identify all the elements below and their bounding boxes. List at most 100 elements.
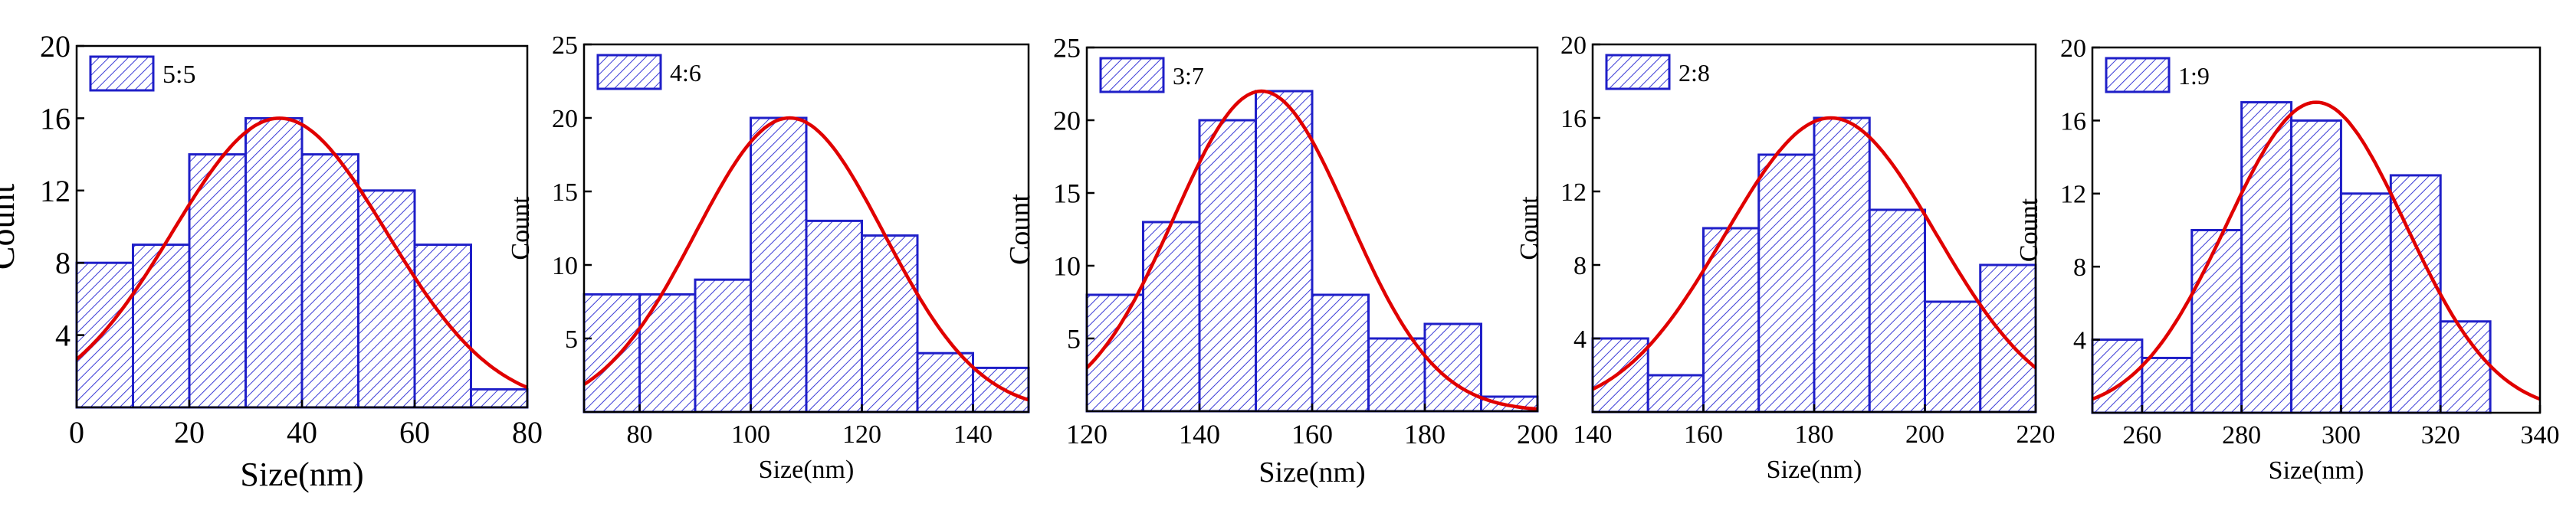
histogram-bar [1591,337,1649,414]
x-axis-label: Size(nm) [2269,456,2364,485]
legend: 2:8 [1605,54,1710,90]
x-tick-label: 180 [1404,419,1446,450]
legend-label: 5:5 [162,60,195,89]
gaussian-fit-curve [1591,116,2037,391]
y-tick-label: 5 [565,325,578,354]
y-tick-label: 15 [1053,178,1081,209]
histogram-bar [2091,338,2144,414]
histogram-panel-2: 80 100 120 140 5 10 15 20 25 Size(nm) Count 4:6 [507,31,1030,484]
y-tick-label: 8 [55,246,71,280]
legend-swatch [89,55,155,92]
plot-frame [582,43,1030,414]
histogram-bar [694,278,752,414]
x-tick-label: 80 [512,415,543,450]
gaussian-fit-curve [582,116,1029,402]
y-tick-label: 15 [552,178,578,207]
histogram-bar [1311,293,1370,413]
histogram-bar [2290,119,2342,414]
legend: 3:7 [1099,57,1204,93]
histogram-bar [861,234,919,414]
x-axis-label: Size(nm) [1258,456,1365,489]
histogram-panel-5: 260 280 300 320 340 4 8 12 16 20 Size(nm) Count 1:9 [2015,34,2559,485]
histogram-bar [805,219,863,414]
y-tick-label: 8 [2073,253,2086,282]
y-tick-label: 12 [2060,181,2086,209]
gaussian-fit-curve [1085,89,1538,411]
histogram-bar [1142,221,1201,413]
histogram-bar [1423,322,1482,413]
y-tick-label: 20 [1053,106,1081,136]
x-tick-label: 300 [2322,421,2361,450]
histogram-bar [413,244,472,409]
histogram-bar [2141,356,2194,414]
x-tick-label: 120 [1066,419,1108,450]
x-tick-label: 220 [2016,420,2056,449]
histogram-bar [132,244,191,409]
legend-label: 3:7 [1173,62,1204,90]
y-tick-label: 12 [1560,178,1587,207]
histogram-bar [1924,300,1982,414]
x-tick-label: 320 [2421,421,2460,450]
histogram-panel-4: 140 160 180 200 220 4 8 12 16 20 Size(nm) Count 2:8 [1515,31,2055,484]
x-tick-label: 0 [69,415,84,450]
y-tick-label: 4 [2073,327,2086,355]
x-tick-label: 140 [953,420,993,449]
x-tick-label: 180 [1795,420,1834,449]
histogram-bar [1646,374,1705,414]
y-tick-label: 16 [40,101,71,136]
histogram-bar [638,293,697,414]
y-tick-label: 5 [1067,324,1081,355]
histogram-bar [188,153,247,409]
histogram-bar [1255,90,1314,413]
y-tick-label: 4 [1573,325,1587,354]
histogram-bar [2190,229,2243,414]
histogram-panel-3: 120 140 160 180 200 5 10 15 20 25 Size(nm) Count 3:7 [1004,33,1558,489]
y-axis-label: Count [2015,198,2043,262]
y-tick-label: 8 [1573,252,1587,280]
histogram-bar [582,293,641,414]
y-tick-label: 20 [2060,34,2086,63]
gaussian-fit-curve [75,116,528,390]
x-tick-label: 200 [1905,420,1944,449]
legend-swatch [596,54,662,90]
legend-swatch [1605,54,1671,90]
legend: 1:9 [2105,57,2210,93]
histogram-bar [1868,208,1926,414]
x-tick-label: 120 [842,420,881,449]
x-tick-label: 100 [731,420,770,449]
y-axis-label: Count [1515,196,1544,260]
y-tick-label: 12 [40,174,71,208]
y-axis-label: Count [0,184,21,270]
histogram-bar [916,351,974,414]
histogram-bar [75,261,134,409]
x-tick-label: 200 [1517,419,1558,450]
histogram-bar [2339,192,2392,414]
histogram-bar [357,189,416,409]
legend-label: 4:6 [670,59,701,87]
x-tick-label: 140 [1179,419,1220,450]
histogram-bar [300,153,359,409]
x-tick-label: 280 [2222,421,2261,450]
y-tick-label: 10 [552,252,578,280]
legend-swatch [1099,57,1165,93]
y-tick-label: 20 [1560,31,1587,60]
legend-label: 1:9 [2178,62,2210,90]
histogram-bar [1813,116,1871,414]
histogram-bar [1702,227,1761,414]
x-tick-label: 40 [287,415,317,450]
histogram-bar [1367,337,1426,413]
plot-frame [2091,46,2542,414]
y-tick-label: 20 [40,29,71,64]
histogram-bar [470,387,529,409]
x-axis-label: Size(nm) [759,456,855,484]
x-tick-label: 140 [1573,420,1613,449]
x-tick-label: 160 [1684,420,1723,449]
x-tick-label: 80 [627,420,653,449]
x-tick-label: 160 [1291,419,1333,450]
histogram-bar [1198,119,1257,413]
y-tick-label: 16 [2060,107,2086,136]
y-tick-label: 16 [1560,105,1587,133]
legend-label: 2:8 [1679,59,1710,87]
x-tick-label: 20 [174,415,205,450]
